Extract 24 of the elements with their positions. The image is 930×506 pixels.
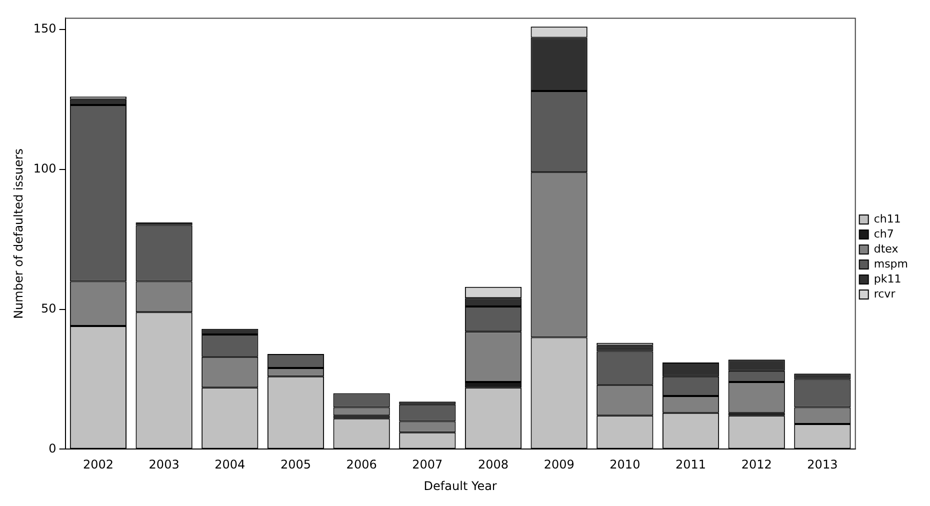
x-tick-label: 2007	[412, 458, 443, 472]
legend-label: rcvr	[874, 287, 896, 300]
y-tick-label: 100	[33, 161, 56, 176]
x-tick-label: 2009	[544, 458, 574, 472]
legend-label: ch11	[874, 212, 901, 226]
legend-label: dtex	[874, 242, 899, 256]
x-axis-title: Default Year	[424, 478, 497, 493]
x-tick-label: 2013	[807, 458, 838, 472]
y-tick-label: 50	[41, 301, 56, 316]
x-tick-label: 2003	[148, 458, 180, 472]
y-tick-label: 0	[48, 441, 56, 456]
legend-label: mspm	[874, 257, 908, 270]
legend-label: pk11	[874, 272, 902, 286]
x-tick-label: 2006	[346, 458, 377, 472]
y-axis-title: Number of defaulted issuers	[11, 148, 26, 319]
x-tick-label: 2011	[675, 458, 706, 472]
x-tick-label: 2012	[741, 458, 772, 472]
y-tick-label: 150	[33, 22, 56, 36]
x-tick-label: 2005	[280, 458, 312, 472]
x-tick-label: 2004	[214, 458, 246, 472]
x-tick-label: 2008	[478, 458, 509, 472]
x-tick-label: 2002	[82, 458, 114, 472]
x-tick-label: 2010	[610, 458, 640, 472]
legend-label: ch7	[874, 227, 894, 240]
